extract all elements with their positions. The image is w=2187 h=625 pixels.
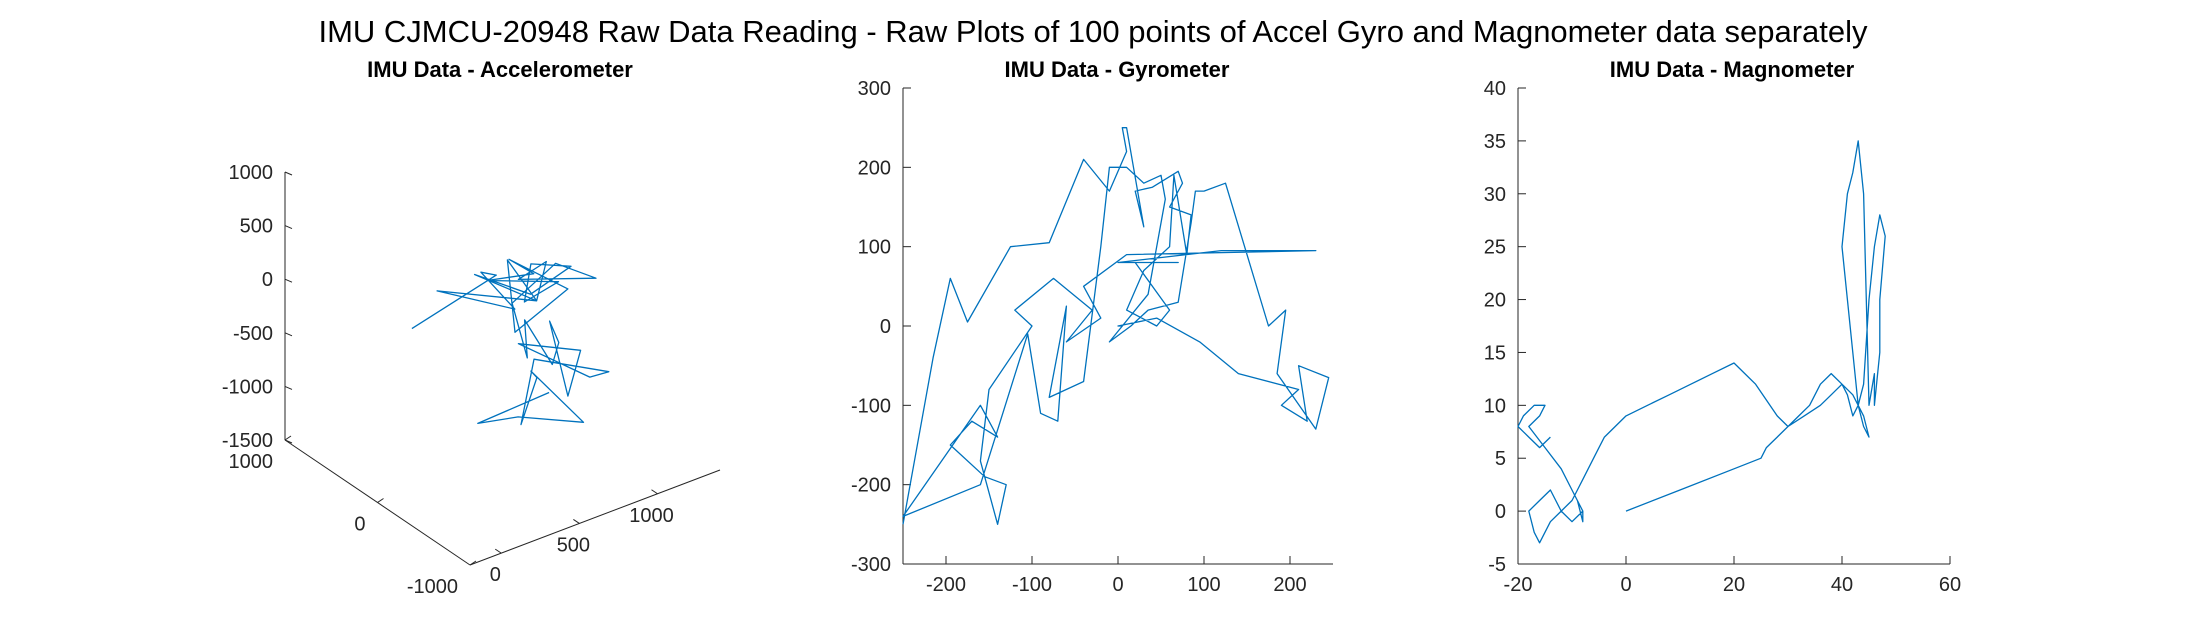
accel-z-tick-label: -500 bbox=[233, 323, 273, 345]
accel-z-tick-label: 1000 bbox=[229, 162, 274, 184]
accel-y-tick-label: 1000 bbox=[229, 451, 274, 473]
magnometer-axes bbox=[1517, 88, 1950, 565]
magnometer-ticks: -20 0 20 40 60 -5 0 5 10 15 20 25 30 35 40 bbox=[1484, 78, 1961, 596]
mag-y-tick-label: 0 bbox=[1495, 501, 1506, 523]
gyro-series-line bbox=[902, 127, 1330, 525]
accelerometer-title: IMU Data - Accelerometer bbox=[367, 57, 633, 82]
accel-z-tick-label: 0 bbox=[262, 269, 273, 291]
mag-y-tick-label: 35 bbox=[1484, 131, 1506, 153]
gyro-y-tick-label: 0 bbox=[880, 316, 891, 338]
magnometer-panel: IMU Data - Magnometer -20 0 20 40 60 -5 0 5 10 15… bbox=[1484, 57, 1961, 596]
figure-title: IMU CJMCU-20948 Raw Data Reading - Raw P… bbox=[318, 14, 1868, 49]
mag-y-tick-label: 25 bbox=[1484, 237, 1506, 259]
gyro-x-tick-label: 100 bbox=[1187, 574, 1220, 596]
accel-z-tick-label: 500 bbox=[240, 216, 273, 238]
accel-x-tick-mark bbox=[651, 489, 658, 495]
magnometer-series bbox=[1517, 140, 1886, 544]
accel-z-tick-mark bbox=[284, 385, 293, 390]
gyro-y-tick-label: 100 bbox=[858, 237, 891, 259]
mag-y-tick-label: -5 bbox=[1488, 554, 1506, 576]
mag-y-tick-label: 30 bbox=[1484, 184, 1506, 206]
mag-y-tick-label: 5 bbox=[1495, 448, 1506, 470]
accel-series-line bbox=[411, 258, 610, 426]
accel-x-axis bbox=[469, 469, 721, 566]
accel-z-tick-mark bbox=[284, 439, 293, 444]
gyrometer-series bbox=[902, 127, 1330, 525]
accel-z-tick-mark bbox=[284, 332, 293, 337]
gyrometer-ticks: -200 -100 0 100 200 -300 -200 -100 0 100 200 300 bbox=[851, 78, 1307, 596]
accelerometer-panel: IMU Data - Accelerometer 0 500 1000 -1000 0 1… bbox=[222, 57, 721, 598]
gyro-x-tick-label: -200 bbox=[926, 574, 966, 596]
gyro-y-tick-label: -300 bbox=[851, 554, 891, 576]
gyro-x-tick-label: 200 bbox=[1273, 574, 1306, 596]
accel-y-tick-mark bbox=[284, 435, 292, 441]
accel-y-tick-mark bbox=[377, 498, 384, 503]
gyro-y-tick-label: -100 bbox=[851, 395, 891, 417]
accel-z-tick-mark bbox=[284, 278, 293, 283]
mag-y-tick-label: 40 bbox=[1484, 78, 1506, 100]
mag-y-tick-label: 15 bbox=[1484, 342, 1506, 364]
gyrometer-panel: IMU Data - Gyrometer -200 -100 0 100 200 -300… bbox=[851, 57, 1333, 596]
gyrometer-title: IMU Data - Gyrometer bbox=[1005, 57, 1230, 82]
mag-y-tick-label: 10 bbox=[1484, 395, 1506, 417]
magnometer-title: IMU Data - Magnometer bbox=[1610, 57, 1855, 82]
accel-z-tick-mark bbox=[284, 171, 293, 176]
accel-z-tick-label: -1000 bbox=[222, 376, 273, 398]
gyro-x-tick-label: 0 bbox=[1112, 574, 1123, 596]
mag-x-tick-label: 20 bbox=[1723, 574, 1745, 596]
accel-z-tick-mark bbox=[284, 225, 293, 230]
mag-x-tick-label: 0 bbox=[1620, 574, 1631, 596]
accelerometer-series bbox=[411, 258, 610, 426]
mag-y-tick-label: 20 bbox=[1484, 290, 1506, 312]
accel-y-tick-mark bbox=[469, 560, 477, 566]
gyro-y-tick-label: 300 bbox=[858, 78, 891, 100]
gyro-x-tick-label: -100 bbox=[1012, 574, 1052, 596]
gyro-y-tick-label: 200 bbox=[858, 157, 891, 179]
gyro-y-tick-label: -200 bbox=[851, 475, 891, 497]
accel-y-tick-label: -1000 bbox=[407, 576, 458, 598]
accel-x-tick-mark bbox=[494, 548, 502, 554]
accel-y-tick-label: 0 bbox=[354, 514, 365, 536]
accel-x-tick-label: 0 bbox=[490, 564, 501, 586]
accel-z-tick-label: -1500 bbox=[222, 430, 273, 452]
mag-x-tick-label: 40 bbox=[1831, 574, 1853, 596]
mag-series-line bbox=[1517, 140, 1886, 544]
mag-x-tick-label: 60 bbox=[1939, 574, 1961, 596]
accel-x-tick-label: 1000 bbox=[629, 505, 674, 527]
accel-x-tick-label: 500 bbox=[557, 534, 590, 556]
mag-x-tick-label: -20 bbox=[1504, 574, 1533, 596]
accel-x-tick-mark bbox=[573, 519, 580, 524]
